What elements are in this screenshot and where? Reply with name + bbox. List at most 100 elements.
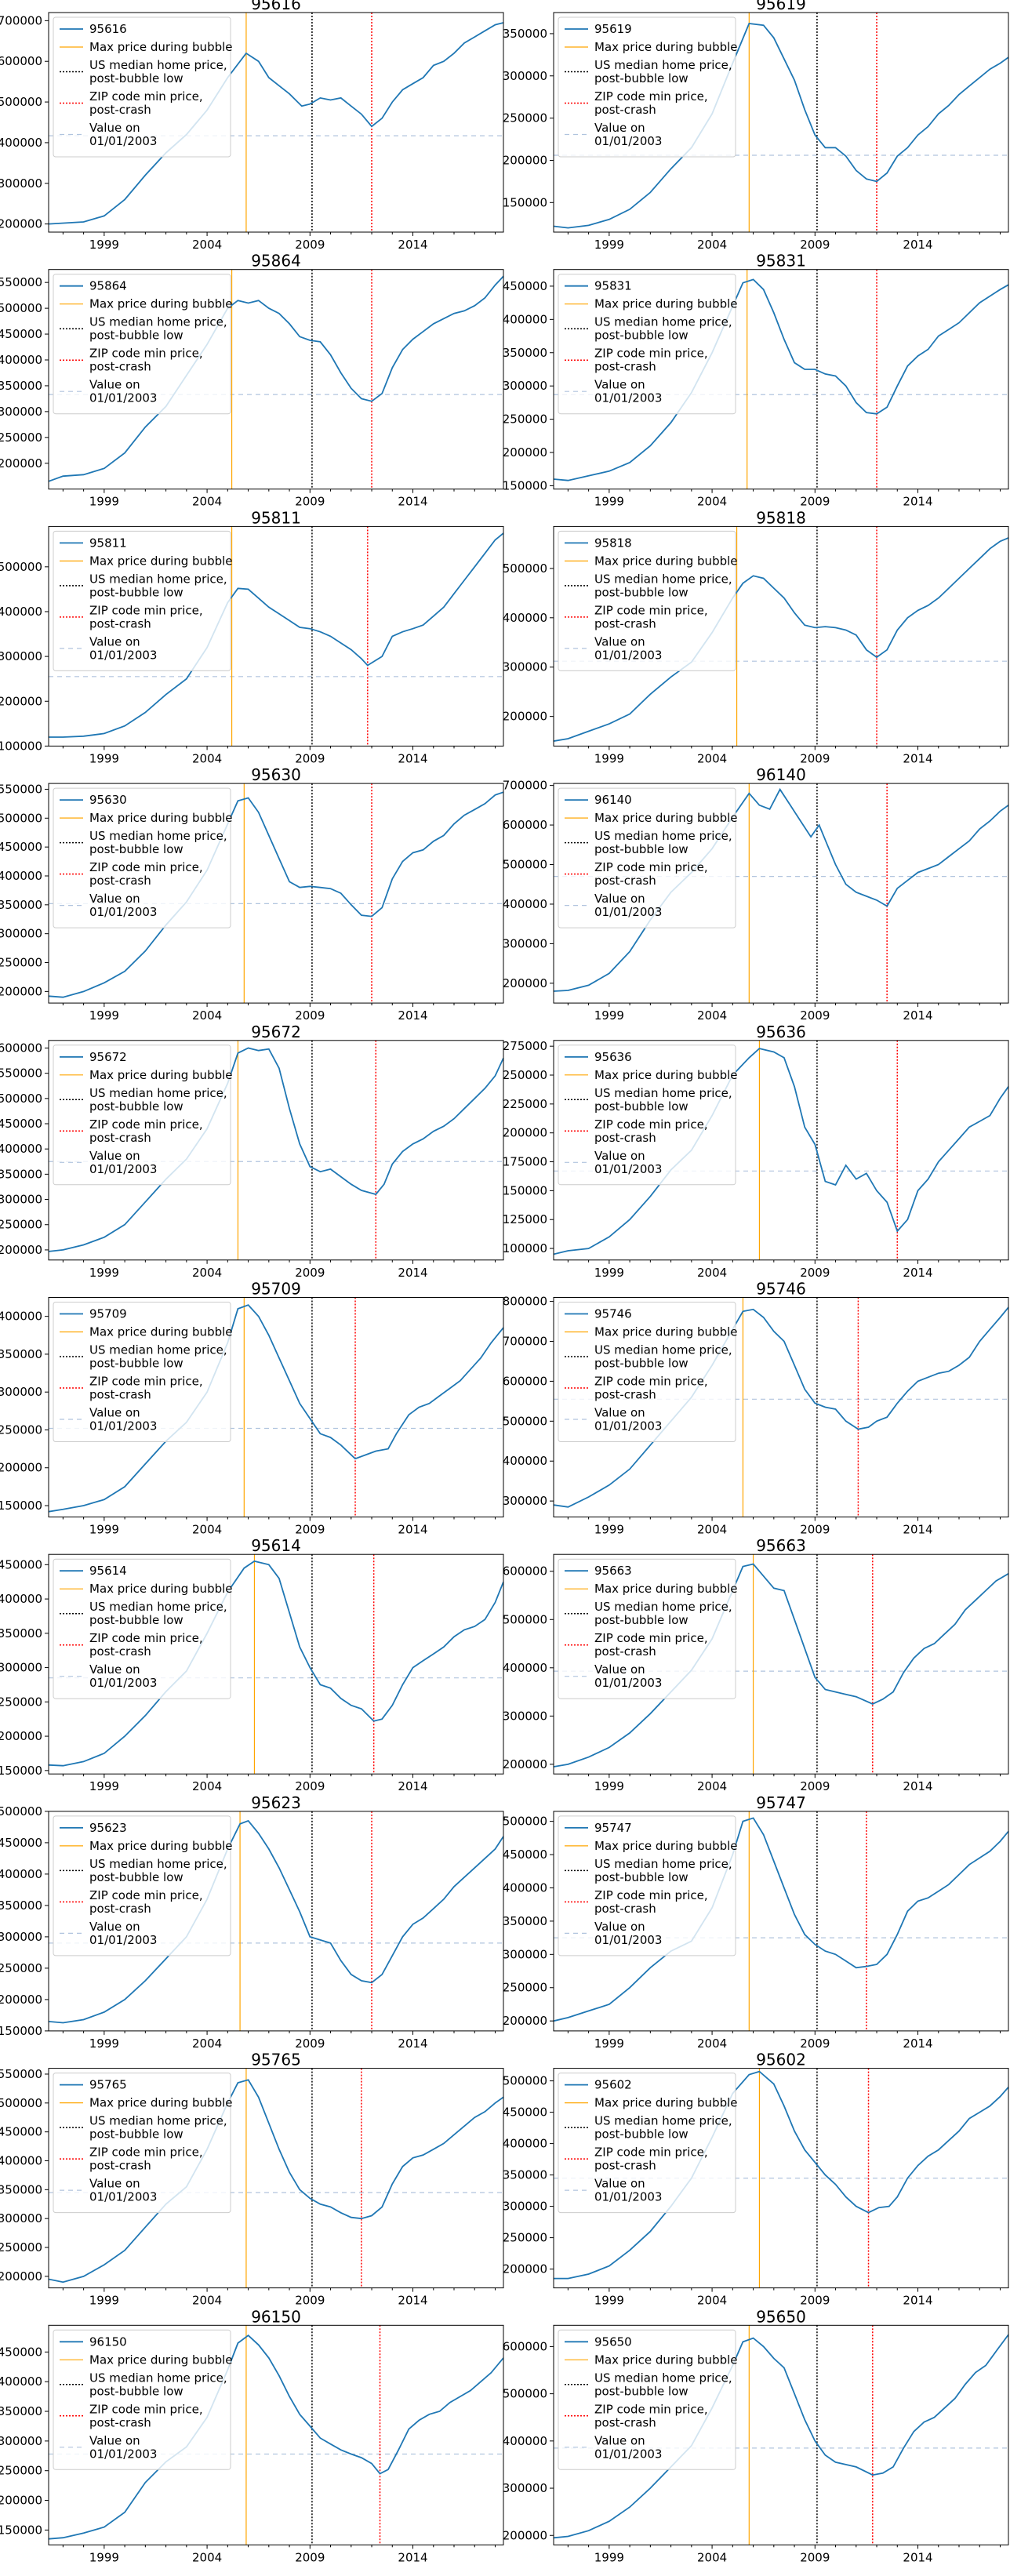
x-tick-label: 1999 — [89, 2036, 119, 2051]
y-tick-label: 500000 — [0, 301, 42, 315]
y-tick-label: 300000 — [503, 660, 547, 674]
legend-value-label: Value on 01/01/2003 — [89, 1149, 157, 1176]
legend-series-label: 95746 — [594, 1307, 632, 1321]
legend-series-label: 95602 — [594, 2078, 632, 2092]
axes-frame — [48, 1040, 504, 1261]
y-tick-label: 250000 — [503, 2231, 547, 2245]
legend-max-label: Max price during bubble — [89, 2353, 233, 2367]
legend-box — [558, 530, 736, 671]
legend-max-label-line: Max price during bubble — [594, 297, 738, 311]
axes-frame — [553, 1553, 1009, 1775]
legend-us-label: US median home price, post-bubble low — [89, 572, 227, 599]
y-tick-label: 500000 — [503, 1414, 547, 1428]
legend-zip-label: ZIP code min price, post-crash — [594, 603, 708, 630]
y-tick-label: 250000 — [0, 2464, 42, 2478]
y-tick-label: 400000 — [0, 605, 42, 619]
chart-title: 95663 — [756, 1536, 806, 1555]
y-tick-label: 400000 — [0, 136, 42, 150]
subplot-95765: 95765 200000 250000 300000 350000 400000 45000… — [0, 2051, 504, 2308]
y-tick-label: 200000 — [0, 694, 42, 708]
legend-us-label: US median home price, post-bubble low — [89, 1857, 227, 1884]
axes-frame — [48, 1811, 504, 2032]
legend-value-label-line: Value on — [594, 1406, 645, 1420]
y-tick-label: 350000 — [503, 27, 547, 41]
axes-frame — [553, 12, 1009, 233]
legend-zip-label-line: post-crash — [89, 103, 151, 117]
legend-us-label: US median home price, post-bubble low — [89, 2114, 227, 2142]
legend-series-label-line: 96150 — [89, 2334, 127, 2349]
legend-max-label: Max price during bubble — [594, 1582, 738, 1596]
x-tick-label: 2009 — [295, 495, 325, 509]
legend-zip-label: ZIP code min price, post-crash — [89, 603, 203, 630]
y-tick-label: 350000 — [503, 2168, 547, 2182]
y-tick-label: 400000 — [0, 353, 42, 367]
legend-zip-label-line: ZIP code min price, — [89, 89, 203, 104]
y-tick-label: 450000 — [503, 1848, 547, 1862]
legend-value-label-line: Value on — [89, 1920, 140, 1934]
y-tick-label: 450000 — [0, 1557, 42, 1571]
x-tick-label: 2009 — [800, 2036, 830, 2051]
y-tick-label: 300000 — [0, 1385, 42, 1399]
legend-value-label-line: 01/01/2003 — [594, 391, 662, 405]
legend-zip-label: ZIP code min price, post-crash — [89, 1631, 203, 1659]
legend-value-label-line: 01/01/2003 — [594, 1419, 662, 1433]
legend-series-label-line: 95747 — [594, 1821, 632, 1835]
y-tick-label: 350000 — [0, 1898, 42, 1913]
legend-series-label-line: 95636 — [594, 1050, 632, 1064]
x-tick-label: 2009 — [800, 238, 830, 252]
legend-series-label: 96150 — [89, 2334, 127, 2349]
y-tick-label: 300000 — [0, 1193, 42, 1207]
legend-max-label: Max price during bubble — [594, 1068, 738, 1082]
y-tick-label: 400000 — [503, 312, 547, 326]
price-series-line — [49, 1819, 503, 2024]
y-tick-label: 200000 — [503, 710, 547, 724]
legend-us-label: US median home price, post-bubble low — [594, 1857, 732, 1884]
legend-zip-label-line: ZIP code min price, — [89, 1888, 203, 1902]
y-tick-label: 300000 — [0, 649, 42, 663]
x-tick-label: 2009 — [295, 1523, 325, 1537]
y-tick-label: 300000 — [503, 379, 547, 393]
y-tick-label: 500000 — [503, 2387, 547, 2401]
legend-zip-label-line: post-crash — [594, 2415, 656, 2429]
y-tick-label: 400000 — [0, 1867, 42, 1881]
legend-value-label-line: 01/01/2003 — [89, 1933, 157, 1947]
x-tick-label: 2014 — [398, 2294, 427, 2308]
legend-us-label: US median home price, post-bubble low — [594, 1600, 732, 1627]
legend-series-label-line: 95650 — [594, 2334, 632, 2349]
legend-us-label: US median home price, post-bubble low — [594, 572, 732, 599]
legend-zip-label-line: post-crash — [89, 1131, 151, 1145]
subplot-95811: 95811 100000 200000 300000 400000 500000 1999 2… — [0, 508, 504, 765]
legend-zip-label: ZIP code min price, post-crash — [89, 1375, 203, 1402]
legend-us-label-line: US median home price, — [594, 1086, 732, 1100]
x-tick-label: 2014 — [398, 1266, 427, 1280]
x-tick-label: 2004 — [192, 2036, 222, 2051]
subplot-95818: 95818 200000 300000 400000 500000 1999 2004 200… — [503, 508, 1009, 765]
subplot-95650: 95650 200000 300000 400000 500000 600000 1999 2… — [503, 2307, 1009, 2564]
legend: 95811 Max price during bubble US median ho… — [53, 530, 233, 671]
legend-max-label: Max price during bubble — [594, 811, 738, 825]
x-tick-label: 2004 — [697, 751, 727, 765]
legend-zip-label: ZIP code min price, post-crash — [89, 1888, 203, 1916]
axes-frame — [48, 1553, 504, 1775]
y-tick-label: 150000 — [0, 1499, 42, 1513]
legend-value-label-line: 01/01/2003 — [89, 905, 157, 919]
subplot-95864: 95864 200000 250000 300000 350000 400000 45000… — [0, 252, 504, 509]
legend-box — [53, 2329, 231, 2470]
legend-value-label-line: 01/01/2003 — [594, 2190, 662, 2204]
legend-zip-label-line: ZIP code min price, — [89, 1375, 203, 1389]
legend-series-label-line: 95818 — [594, 536, 632, 550]
x-tick-label: 2004 — [192, 238, 222, 252]
y-tick-label: 450000 — [0, 2125, 42, 2139]
legend-value-label-line: 01/01/2003 — [89, 391, 157, 405]
y-tick-label: 250000 — [0, 2240, 42, 2254]
y-tick-label: 500000 — [503, 561, 547, 576]
legend: 95630 Max price during bubble US median ho… — [53, 787, 233, 928]
x-tick-label: 1999 — [594, 495, 624, 509]
subplot-95623: 95623 150000 200000 250000 300000 350000 40000… — [0, 1793, 504, 2051]
legend-zip-label-line: post-crash — [89, 1644, 151, 1659]
x-tick-label: 1999 — [594, 1523, 624, 1537]
x-tick-label: 2009 — [295, 238, 325, 252]
y-tick-label: 250000 — [0, 1422, 42, 1437]
y-tick-label: 350000 — [0, 379, 42, 393]
y-tick-label: 350000 — [0, 1167, 42, 1181]
